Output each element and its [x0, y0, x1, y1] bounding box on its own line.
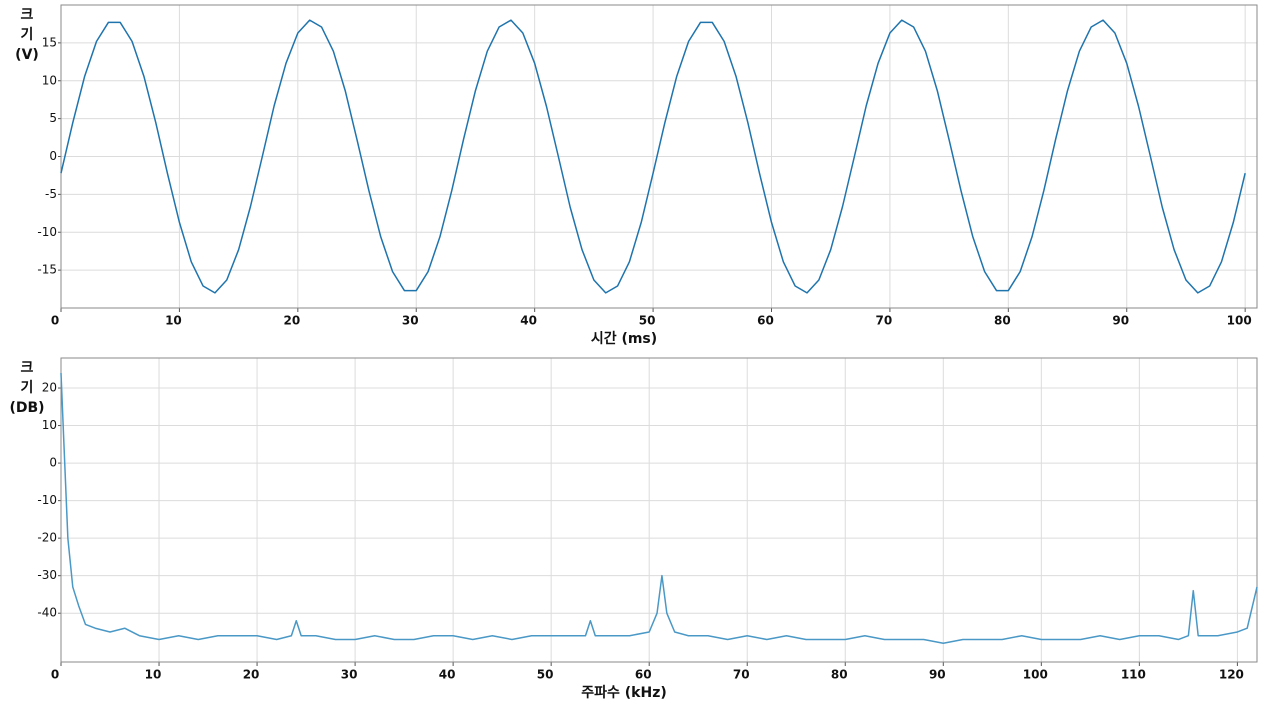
y-tick-label: -10	[37, 493, 57, 507]
x-tick-label: 50	[537, 668, 554, 682]
x-tick-label: 60	[635, 668, 652, 682]
data-line	[60, 372, 1258, 644]
x-tick-label: 20	[243, 668, 260, 682]
x-tick-label: 60	[757, 314, 774, 328]
x-tick-label: 50	[639, 314, 656, 328]
y-tick-label: 20	[42, 381, 57, 395]
x-tick-label: 40	[439, 668, 456, 682]
x-tick-label: 120	[1219, 668, 1244, 682]
x-tick-label: 10	[145, 668, 162, 682]
y-tick-label: 0	[49, 149, 57, 163]
y-tick-label: 10	[42, 418, 57, 432]
y-tick-label: 0	[49, 456, 57, 470]
y-tick-label: -20	[37, 531, 57, 545]
y-axis-title: (V)	[15, 47, 39, 63]
x-axis-title: 시간 (ms)	[591, 330, 657, 347]
x-tick-label: 110	[1121, 668, 1146, 682]
x-tick-label: 30	[341, 668, 358, 682]
x-tick-label: 0	[51, 314, 59, 328]
y-tick-label: -30	[37, 568, 57, 582]
y-axis-title: 기	[21, 380, 34, 396]
x-tick-label: 30	[402, 314, 419, 328]
x-tick-label: 70	[733, 668, 750, 682]
x-tick-label: 90	[929, 668, 946, 682]
y-tick-label: 15	[42, 35, 57, 49]
x-tick-label: 40	[520, 314, 537, 328]
x-tick-label: 0	[51, 668, 59, 682]
x-tick-label: 80	[831, 668, 848, 682]
x-tick-label: 80	[994, 314, 1011, 328]
y-tick-label: -15	[37, 263, 57, 277]
y-tick-label: -5	[45, 187, 57, 201]
x-tick-label: 100	[1023, 668, 1048, 682]
y-axis-title: 기	[21, 27, 34, 43]
plot-frame	[60, 357, 1258, 663]
plot-frame	[60, 4, 1258, 309]
y-axis-title: (DB)	[9, 400, 44, 416]
x-axis-title: 주파수 (kHz)	[581, 685, 667, 701]
x-tick-label: 90	[1112, 314, 1129, 328]
y-tick-label: -10	[37, 225, 57, 239]
y-tick-label: -40	[37, 606, 57, 620]
y-axis-title: 크	[21, 7, 34, 23]
x-tick-label: 10	[165, 314, 182, 328]
x-tick-label: 20	[283, 314, 300, 328]
x-tick-label: 70	[876, 314, 893, 328]
x-tick-label: 100	[1227, 314, 1252, 328]
y-tick-label: 5	[49, 111, 57, 125]
data-line	[60, 19, 1246, 294]
y-tick-label: 10	[42, 73, 57, 87]
y-axis-title: 크	[21, 360, 34, 376]
